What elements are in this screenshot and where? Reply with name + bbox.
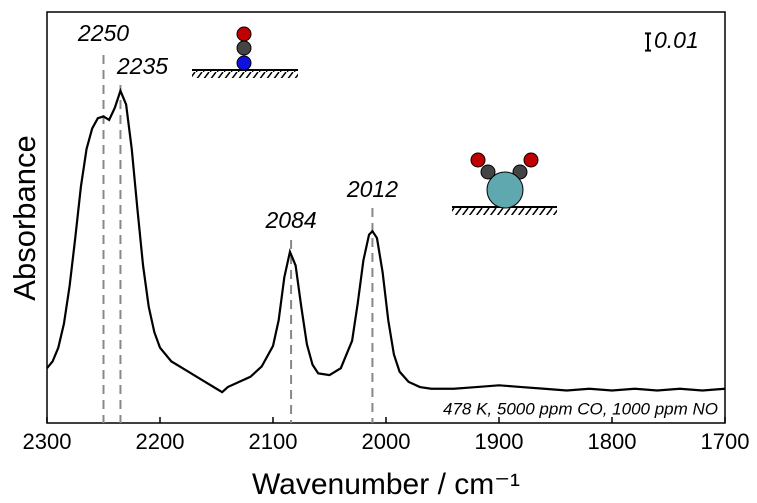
- x-tick-label: 1800: [588, 429, 637, 454]
- y-axis-label: Absorbance: [7, 135, 42, 300]
- x-tick-label: 2100: [249, 429, 298, 454]
- x-tick-label: 2000: [362, 429, 411, 454]
- molecule-icon-dicarbonyl: [452, 152, 557, 215]
- x-tick-label: 2300: [23, 429, 72, 454]
- peak-label: 2250: [77, 20, 129, 46]
- x-tick-label: 2200: [136, 429, 185, 454]
- x-tick-label: 1900: [475, 429, 524, 454]
- scale-bar-label: 0.01: [654, 27, 699, 53]
- peak-label: 2012: [346, 176, 398, 202]
- condition-note: 478 K, 5000 ppm CO, 1000 ppm NO: [443, 399, 718, 418]
- spectrum-line: [46, 87, 726, 394]
- molecule-icon-linear: [192, 26, 298, 78]
- x-tick-label: 1700: [701, 429, 750, 454]
- peak-label: 2084: [264, 207, 316, 233]
- x-axis-label: Wavenumber / cm⁻¹: [252, 468, 520, 501]
- peak-label: 2235: [116, 53, 168, 79]
